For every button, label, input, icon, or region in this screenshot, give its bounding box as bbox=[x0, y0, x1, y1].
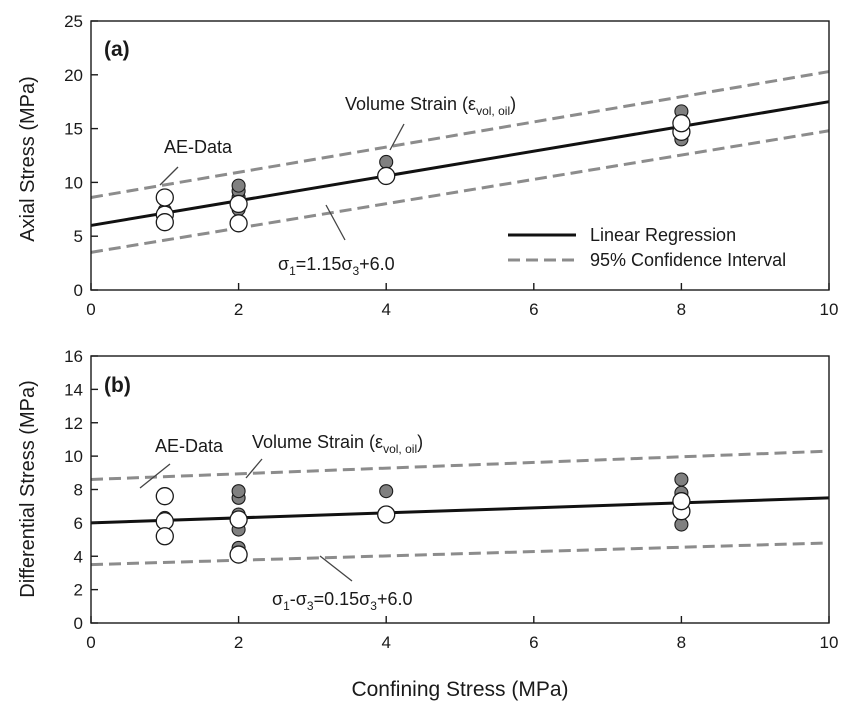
annotation-leader-a-1 bbox=[389, 123, 405, 151]
ci-upper-line-b bbox=[90, 449, 830, 481]
volume-strain-annotation-a: Volume Strain (εvol, oil) bbox=[345, 94, 516, 118]
panel-label-b: (b) bbox=[104, 374, 131, 397]
x-tick-label-a-4: 8 bbox=[677, 300, 686, 319]
volume-strain-point-b-7 bbox=[379, 484, 394, 499]
x-axis-label: Confining Stress (MPa) bbox=[351, 678, 568, 701]
ae-data-annotation-a: AE-Data bbox=[164, 137, 233, 157]
volume-strain-annotation-b: Volume Strain (εvol, oil) bbox=[252, 432, 423, 456]
ci-lower-line-a bbox=[90, 129, 830, 254]
y-tick-label-a-0: 0 bbox=[74, 281, 83, 300]
x-tick-label-b-3: 6 bbox=[529, 633, 538, 652]
x-tick-label-a-3: 6 bbox=[529, 300, 538, 319]
ci-upper-line-a bbox=[90, 70, 830, 199]
panel-a: 0 2 4 6 8 10 0 5 10 15 20 25 (a) Axial Stress (MPa)… bbox=[17, 12, 838, 319]
data-points-b bbox=[155, 472, 691, 564]
volume-strain-point-b-6 bbox=[231, 484, 246, 499]
x-tick-label-b-5: 10 bbox=[820, 633, 839, 652]
data-points-a bbox=[155, 104, 691, 233]
ae-data-point-a-2 bbox=[155, 213, 174, 232]
x-tick-label-a-1: 2 bbox=[234, 300, 243, 319]
x-tick-label-a-5: 10 bbox=[820, 300, 839, 319]
ci-lines-a bbox=[90, 70, 830, 254]
annotation-leader-b-2 bbox=[319, 555, 353, 582]
regression-line-a bbox=[90, 100, 830, 227]
annotation-leader-a-2 bbox=[325, 204, 346, 241]
y-tick-label-b-5: 10 bbox=[64, 447, 83, 466]
y-tick-label-b-4: 8 bbox=[74, 481, 83, 500]
y-tick-label-a-1: 5 bbox=[74, 227, 83, 246]
y-tick-label-a-3: 15 bbox=[64, 120, 83, 139]
ci-lines-b bbox=[90, 449, 830, 567]
y-tick-label-b-8: 16 bbox=[64, 347, 83, 366]
y-tick-label-b-7: 14 bbox=[64, 380, 83, 399]
ae-data-point-b-4 bbox=[229, 510, 248, 529]
y-tick-label-a-4: 20 bbox=[64, 66, 83, 85]
ae-data-point-a-4 bbox=[229, 194, 248, 214]
x-tick-label-a-2: 4 bbox=[381, 300, 390, 319]
regression-equation-a: σ1=1.15σ3+6.0 bbox=[278, 254, 395, 278]
x-tick-label-b-2: 4 bbox=[381, 633, 390, 652]
volume-strain-point-b-11 bbox=[674, 472, 689, 487]
y-tick-label-b-3: 6 bbox=[74, 514, 83, 533]
plot-frame-a bbox=[90, 20, 830, 291]
annotation-leader-b-0 bbox=[139, 463, 171, 489]
axes-a: 0 2 4 6 8 10 0 5 10 15 20 25 bbox=[64, 12, 838, 319]
y-axis-label-b: Differential Stress (MPa) bbox=[17, 380, 39, 597]
legend: Linear Regression 95% Confidence Interva… bbox=[508, 225, 786, 270]
y-tick-label-b-0: 0 bbox=[74, 614, 83, 633]
x-tick-label-a-0: 0 bbox=[86, 300, 95, 319]
x-tick-label-b-4: 8 bbox=[677, 633, 686, 652]
ae-data-annotation-b: AE-Data bbox=[155, 436, 224, 456]
ci-lower-line-b bbox=[90, 541, 830, 567]
annotation-leaders-a bbox=[159, 123, 405, 241]
ae-data-point-b-3 bbox=[229, 545, 248, 564]
y-tick-label-b-6: 12 bbox=[64, 414, 83, 433]
panel-b: 0 2 4 6 8 10 0 2 4 6 8 10 12 14 16 (b) Differential St… bbox=[17, 347, 838, 652]
ae-data-point-a-7 bbox=[672, 114, 691, 133]
ae-data-point-a-3 bbox=[229, 214, 248, 233]
y-axis-label-a: Axial Stress (MPa) bbox=[17, 76, 39, 242]
y-tick-label-b-2: 4 bbox=[74, 547, 83, 566]
volume-strain-point-a-6 bbox=[231, 178, 246, 193]
annotation-leaders-b bbox=[139, 458, 353, 582]
ae-data-point-a-5 bbox=[377, 166, 396, 186]
annotation-leader-a-0 bbox=[159, 166, 179, 186]
x-tick-label-b-1: 2 bbox=[234, 633, 243, 652]
ae-data-point-b-7 bbox=[672, 492, 691, 511]
legend-label-ci: 95% Confidence Interval bbox=[590, 250, 786, 270]
ae-data-point-a-0 bbox=[155, 188, 174, 207]
plot-frame-b bbox=[90, 355, 830, 624]
y-tick-label-a-2: 10 bbox=[64, 173, 83, 192]
x-tick-label-b-0: 0 bbox=[86, 633, 95, 652]
ae-data-point-b-5 bbox=[377, 505, 396, 524]
legend-label-regression: Linear Regression bbox=[590, 225, 736, 245]
regression-line-a bbox=[90, 100, 830, 227]
y-tick-label-b-1: 2 bbox=[74, 581, 83, 600]
annotation-leader-b-1 bbox=[245, 458, 263, 479]
y-tick-label-a-5: 25 bbox=[64, 12, 83, 31]
volume-strain-point-a-7 bbox=[379, 154, 394, 170]
regression-line-b bbox=[90, 496, 830, 525]
ae-data-point-b-0 bbox=[155, 487, 174, 506]
ae-data-point-b-2 bbox=[155, 527, 174, 546]
regression-equation-b: σ1-σ3=0.15σ3+6.0 bbox=[272, 589, 412, 613]
regression-line-b bbox=[90, 496, 830, 525]
panel-label-a: (a) bbox=[104, 38, 130, 61]
axes-b: 0 2 4 6 8 10 0 2 4 6 8 10 12 14 16 bbox=[64, 347, 838, 652]
